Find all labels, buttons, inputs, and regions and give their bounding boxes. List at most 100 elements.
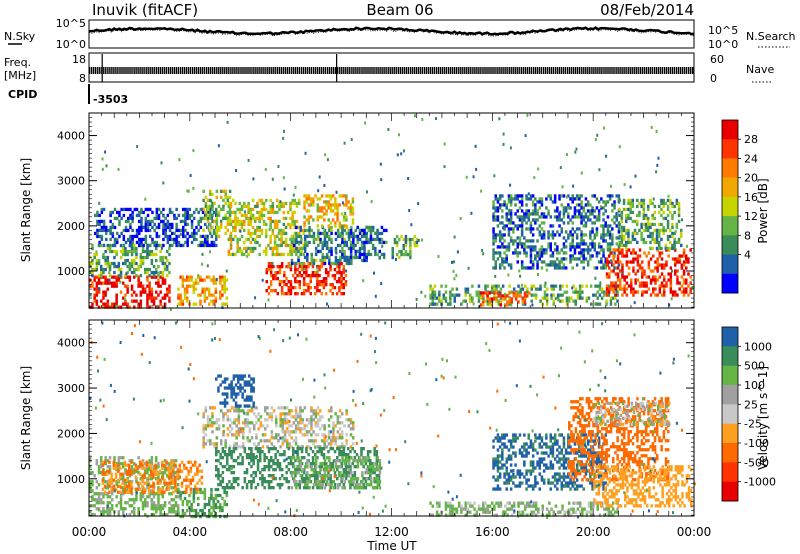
echo-cell xyxy=(520,233,524,237)
echo-cell xyxy=(126,275,129,279)
echo-cell xyxy=(305,289,308,293)
echo-cell xyxy=(619,260,622,264)
echo-cell xyxy=(224,192,227,196)
echo-cell xyxy=(100,234,104,239)
echo-cell xyxy=(282,136,285,140)
echo-cell xyxy=(391,246,394,251)
echo-cell xyxy=(316,286,319,290)
echo-cell xyxy=(562,215,566,219)
echo-cell xyxy=(586,209,590,213)
echo-cell xyxy=(184,213,187,218)
echo-cell xyxy=(529,230,533,234)
echo-cell xyxy=(395,243,399,248)
echo-cell xyxy=(133,275,136,279)
echo-cell xyxy=(678,287,681,291)
freq-mark xyxy=(308,67,311,74)
echo-cell xyxy=(349,246,353,251)
echo-cell xyxy=(139,495,143,499)
echo-cell xyxy=(146,278,149,282)
echo-cell xyxy=(468,299,472,303)
echo-cell xyxy=(296,280,299,284)
echo-cell xyxy=(217,234,221,238)
echo-cell xyxy=(139,258,143,263)
echo-cell xyxy=(249,234,253,239)
echo-cell xyxy=(251,225,255,230)
echo-cell xyxy=(303,433,307,437)
echo-cell xyxy=(279,412,282,416)
echo-cell xyxy=(240,252,244,257)
echo-cell xyxy=(564,251,568,255)
echo-cell xyxy=(528,291,531,295)
echo-cell xyxy=(208,499,211,504)
echo-cell xyxy=(192,490,196,495)
echo-cell xyxy=(137,302,140,306)
echo-cell xyxy=(569,260,572,264)
echo-cell xyxy=(95,261,99,266)
echo-cell xyxy=(608,272,611,276)
echo-cell xyxy=(236,222,239,227)
echo-cell xyxy=(191,475,195,479)
echo-cell xyxy=(108,478,111,482)
echo-cell xyxy=(219,483,222,487)
echo-cell xyxy=(593,266,596,270)
echo-cell xyxy=(459,217,462,220)
echo-cell xyxy=(549,245,552,249)
echo-cell xyxy=(172,469,175,473)
echo-cell xyxy=(564,266,568,270)
echo-cell xyxy=(617,263,621,267)
echo-cell xyxy=(190,278,193,282)
echo-cell xyxy=(136,487,140,491)
freq-mark xyxy=(103,67,105,74)
echo-cell xyxy=(567,221,570,225)
echo-cell xyxy=(361,231,364,236)
echo-cell xyxy=(312,261,316,266)
freq-mark xyxy=(567,67,569,74)
echo-cell xyxy=(264,406,267,410)
echo-cell xyxy=(209,189,212,193)
echo-cell xyxy=(100,459,103,463)
echo-cell xyxy=(97,468,101,472)
echo-cell xyxy=(181,299,185,303)
echo-cell xyxy=(468,293,472,297)
echo-cell xyxy=(300,237,303,242)
echo-cell xyxy=(477,299,481,303)
echo-cell xyxy=(202,189,205,193)
echo-cell xyxy=(163,267,167,272)
echo-cell xyxy=(309,215,313,219)
freq-mark xyxy=(284,67,286,74)
echo-cell xyxy=(569,254,572,258)
echo-cell xyxy=(289,222,292,227)
echo-cell xyxy=(350,138,353,141)
echo-cell xyxy=(569,230,572,234)
echo-cell xyxy=(382,228,386,233)
echo-cell xyxy=(177,243,181,248)
echo-cell xyxy=(289,283,293,287)
echo-cell xyxy=(123,487,127,491)
echo-cell xyxy=(294,268,297,272)
freq-mark xyxy=(331,67,333,74)
echo-cell xyxy=(658,246,661,251)
echo-cell xyxy=(184,228,187,233)
echo-cell xyxy=(675,198,679,203)
echo-cell xyxy=(289,268,293,272)
echo-cell xyxy=(313,271,317,275)
echo-cell xyxy=(232,225,235,230)
echo-cell xyxy=(312,412,315,416)
freq-mark xyxy=(540,67,543,74)
echo-cell xyxy=(224,442,227,446)
echo-cell xyxy=(180,469,184,473)
echo-cell xyxy=(451,260,453,264)
echo-cell xyxy=(199,490,202,495)
echo-cell xyxy=(345,240,348,245)
echo-cell xyxy=(561,299,564,303)
echo-cell xyxy=(106,486,110,490)
echo-cell xyxy=(276,271,279,275)
echo-cell xyxy=(552,284,555,288)
echo-cell xyxy=(95,507,99,511)
noise-left-tick-bottom: 10^0 xyxy=(56,38,86,51)
echo-cell xyxy=(643,269,646,273)
echo-cell xyxy=(91,305,94,309)
echo-cell xyxy=(166,225,170,230)
echo-cell xyxy=(318,215,322,219)
